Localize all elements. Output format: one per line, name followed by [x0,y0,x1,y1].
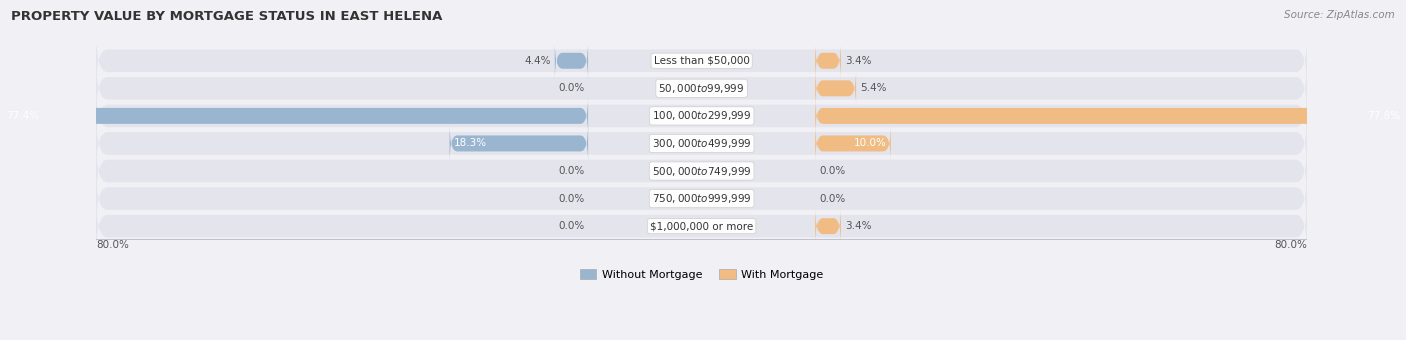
Text: 0.0%: 0.0% [818,193,845,204]
Text: 0.0%: 0.0% [558,83,585,93]
FancyBboxPatch shape [3,96,588,135]
Text: $500,000 to $749,999: $500,000 to $749,999 [652,165,751,177]
Text: $100,000 to $299,999: $100,000 to $299,999 [652,109,751,122]
Text: 80.0%: 80.0% [1274,240,1308,251]
Text: 77.4%: 77.4% [6,111,39,121]
FancyBboxPatch shape [815,124,891,163]
Text: 10.0%: 10.0% [855,138,887,149]
FancyBboxPatch shape [96,31,1308,91]
FancyBboxPatch shape [96,58,1308,118]
Text: 3.4%: 3.4% [845,56,872,66]
Text: $1,000,000 or more: $1,000,000 or more [650,221,754,231]
Text: 77.8%: 77.8% [1367,111,1400,121]
FancyBboxPatch shape [815,207,841,246]
FancyBboxPatch shape [815,41,841,80]
Text: 0.0%: 0.0% [558,221,585,231]
FancyBboxPatch shape [96,169,1308,228]
FancyBboxPatch shape [815,69,856,108]
Text: Less than $50,000: Less than $50,000 [654,56,749,66]
Text: 80.0%: 80.0% [96,240,129,251]
Text: 18.3%: 18.3% [453,138,486,149]
FancyBboxPatch shape [555,41,588,80]
Text: $50,000 to $99,999: $50,000 to $99,999 [658,82,745,95]
FancyBboxPatch shape [450,124,588,163]
Text: 0.0%: 0.0% [558,166,585,176]
Text: 0.0%: 0.0% [818,166,845,176]
Text: $300,000 to $499,999: $300,000 to $499,999 [652,137,751,150]
FancyBboxPatch shape [96,114,1308,173]
Text: PROPERTY VALUE BY MORTGAGE STATUS IN EAST HELENA: PROPERTY VALUE BY MORTGAGE STATUS IN EAS… [11,10,443,23]
FancyBboxPatch shape [96,196,1308,256]
Text: 4.4%: 4.4% [524,56,551,66]
Text: $750,000 to $999,999: $750,000 to $999,999 [652,192,751,205]
Text: 0.0%: 0.0% [558,193,585,204]
Text: 5.4%: 5.4% [860,83,886,93]
Legend: Without Mortgage, With Mortgage: Without Mortgage, With Mortgage [575,265,828,285]
Text: Source: ZipAtlas.com: Source: ZipAtlas.com [1284,10,1395,20]
FancyBboxPatch shape [96,141,1308,201]
Text: 3.4%: 3.4% [845,221,872,231]
FancyBboxPatch shape [815,96,1405,135]
FancyBboxPatch shape [96,86,1308,146]
